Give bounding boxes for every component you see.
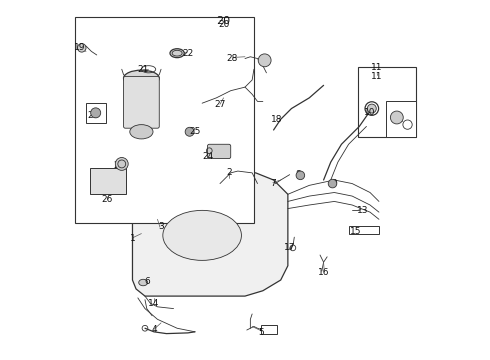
Text: 19: 19 — [74, 43, 86, 52]
Circle shape — [296, 171, 305, 180]
Text: 3: 3 — [158, 222, 164, 231]
Ellipse shape — [170, 49, 184, 58]
Polygon shape — [132, 173, 288, 296]
Text: 29: 29 — [88, 111, 99, 120]
Text: 20: 20 — [218, 20, 229, 29]
Text: 9: 9 — [331, 179, 337, 188]
Text: 8: 8 — [295, 170, 301, 179]
Text: 6: 6 — [144, 277, 149, 286]
Ellipse shape — [368, 104, 376, 113]
Text: 10: 10 — [364, 108, 376, 117]
Text: 18: 18 — [271, 115, 283, 124]
Text: 22: 22 — [182, 49, 194, 58]
Text: 7: 7 — [270, 179, 276, 188]
FancyBboxPatch shape — [90, 168, 126, 194]
Circle shape — [391, 111, 403, 124]
Text: 11: 11 — [371, 72, 383, 81]
FancyBboxPatch shape — [386, 102, 416, 137]
Ellipse shape — [130, 125, 153, 139]
Text: 13: 13 — [357, 206, 368, 215]
FancyBboxPatch shape — [261, 325, 277, 334]
Ellipse shape — [123, 70, 159, 86]
Circle shape — [115, 157, 128, 170]
Text: 24: 24 — [202, 152, 213, 161]
FancyBboxPatch shape — [123, 76, 159, 128]
FancyBboxPatch shape — [348, 226, 379, 234]
FancyBboxPatch shape — [86, 103, 106, 123]
Text: 28: 28 — [227, 54, 238, 63]
Text: 27: 27 — [214, 100, 226, 109]
Text: 17: 17 — [284, 243, 295, 252]
Text: 2: 2 — [226, 168, 232, 177]
FancyBboxPatch shape — [75, 18, 254, 223]
FancyBboxPatch shape — [207, 144, 231, 158]
Ellipse shape — [139, 279, 147, 286]
Circle shape — [258, 54, 271, 67]
Circle shape — [328, 179, 337, 188]
Text: 14: 14 — [148, 299, 160, 308]
Text: 21: 21 — [138, 65, 149, 74]
Text: 11: 11 — [371, 63, 383, 72]
Text: 15: 15 — [350, 227, 362, 236]
Ellipse shape — [185, 127, 194, 136]
Text: 16: 16 — [318, 268, 329, 277]
Text: 12: 12 — [393, 115, 404, 124]
Circle shape — [77, 44, 86, 52]
Text: 23: 23 — [114, 161, 125, 170]
Text: 4: 4 — [151, 325, 157, 334]
Ellipse shape — [163, 210, 242, 260]
Text: 5: 5 — [258, 328, 264, 337]
Text: 26: 26 — [102, 195, 113, 204]
Text: 1: 1 — [129, 234, 135, 243]
Circle shape — [91, 108, 100, 118]
FancyBboxPatch shape — [358, 67, 416, 137]
Text: 20: 20 — [217, 16, 231, 26]
Text: 25: 25 — [189, 127, 201, 136]
